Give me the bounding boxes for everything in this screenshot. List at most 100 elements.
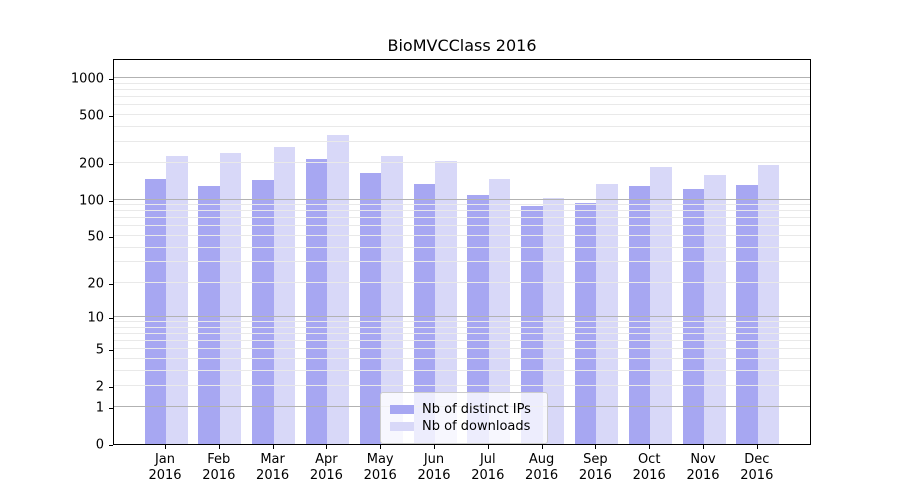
bar-nb-of-downloads-may (381, 155, 403, 444)
bar-nb-of-distinct-ips-jun (413, 183, 435, 444)
y-tick-mark-10 (109, 318, 113, 320)
bar-nb-of-distinct-ips-nov (682, 188, 704, 444)
y-tick-mark-1 (109, 408, 113, 410)
x-tick-label-month: Nov (690, 452, 716, 467)
x-tick-label-dec: Dec 2016 (740, 452, 773, 484)
y-tick-label-2: 2 (95, 379, 104, 395)
x-tick-label-jul: Jul 2016 (471, 452, 504, 484)
x-tick-label-year: 2016 (256, 468, 290, 483)
y-tick-mark-50 (109, 236, 113, 238)
bar-nb-of-downloads-apr (327, 134, 349, 444)
x-tick-label-oct: Oct 2016 (633, 452, 666, 484)
y-tick-label-10: 10 (87, 310, 104, 326)
legend-item-downloads: Nb of downloads (390, 419, 538, 434)
x-tick-mark-jan (165, 445, 166, 449)
x-tick-label-jun: Jun 2016 (417, 452, 450, 484)
x-tick-label-year: 2016 (202, 468, 236, 483)
x-tick-label-year: 2016 (632, 468, 666, 483)
bar-nb-of-downloads-jul (488, 178, 511, 444)
x-tick-label-year: 2016 (525, 468, 559, 483)
x-tick-label-mar: Mar 2016 (256, 452, 289, 484)
bar-nb-of-distinct-ips-mar (252, 179, 274, 444)
y-tick-mark-200 (109, 164, 113, 166)
x-tick-label-month: Jan (154, 452, 176, 467)
legend-swatch-downloads (390, 422, 414, 431)
y-tick-mark-20 (109, 283, 113, 285)
x-tick-label-aug: Aug 2016 (525, 452, 558, 484)
x-tick-label-month: Jun (423, 452, 445, 467)
bar-nb-of-distinct-ips-sep (574, 203, 597, 444)
bar-nb-of-downloads-jun (435, 160, 457, 444)
legend-item-distinct-ips: Nb of distinct IPs (390, 402, 538, 417)
y-tick-mark-100 (109, 200, 113, 202)
x-tick-label-jan: Jan 2016 (148, 452, 181, 484)
x-tick-label-month: May (366, 452, 394, 467)
bar-nb-of-downloads-feb (219, 152, 242, 444)
bar-nb-of-downloads-mar (273, 146, 296, 444)
y-tick-mark-5 (109, 350, 113, 352)
x-tick-label-month: Feb (207, 452, 231, 467)
y-tick-label-200: 200 (79, 156, 104, 172)
bar-nb-of-distinct-ips-dec (736, 185, 758, 444)
x-tick-mark-feb (218, 445, 220, 449)
x-tick-mark-aug (541, 445, 543, 449)
bar-nb-of-distinct-ips-oct (628, 185, 651, 444)
x-tick-mark-sep (595, 445, 597, 449)
y-tick-label-0: 0 (95, 437, 104, 453)
x-tick-label-month: Apr (315, 452, 338, 467)
plot-area: Nb of distinct IPs Nb of downloads (113, 59, 811, 445)
bar-nb-of-downloads-jan (166, 155, 188, 444)
chart-title: BioMVCClass 2016 (387, 36, 537, 55)
legend-swatch-distinct-ips (390, 405, 414, 414)
x-tick-label-year: 2016 (148, 468, 182, 483)
x-tick-label-year: 2016 (309, 468, 343, 483)
y-tick-label-100: 100 (79, 193, 104, 209)
x-tick-label-year: 2016 (686, 468, 720, 483)
y-tick-label-1: 1 (95, 400, 104, 416)
x-tick-mark-jul (487, 445, 489, 449)
bar-nb-of-distinct-ips-feb (198, 185, 220, 444)
y-tick-mark-1000 (109, 79, 113, 81)
legend-label-downloads: Nb of downloads (422, 419, 531, 434)
y-tick-label-20: 20 (87, 276, 104, 292)
x-tick-mark-oct (649, 445, 651, 449)
bar-nb-of-downloads-oct (650, 167, 672, 444)
x-tick-label-feb: Feb 2016 (202, 452, 235, 484)
bar-nb-of-downloads-aug (542, 197, 565, 444)
x-tick-mark-mar (272, 445, 274, 449)
x-tick-label-month: Oct (637, 452, 661, 467)
x-tick-label-month: Aug (528, 452, 555, 467)
bars-layer (114, 60, 810, 444)
x-tick-label-month: Dec (744, 452, 770, 467)
y-tick-label-50: 50 (87, 229, 104, 245)
x-tick-label-year: 2016 (740, 468, 774, 483)
legend-label-distinct-ips: Nb of distinct IPs (422, 402, 531, 417)
y-tick-mark-2 (109, 386, 113, 388)
x-tick-label-sep: Sep 2016 (579, 452, 612, 484)
x-tick-label-month: Sep (583, 452, 608, 467)
x-tick-label-month: Jul (479, 452, 496, 467)
bar-nb-of-downloads-dec (757, 164, 780, 444)
bar-nb-of-distinct-ips-may (359, 172, 382, 444)
bar-nb-of-distinct-ips-jul (467, 195, 489, 444)
bar-nb-of-downloads-nov (704, 174, 726, 444)
x-tick-label-year: 2016 (471, 468, 505, 483)
legend: Nb of distinct IPs Nb of downloads (380, 392, 548, 444)
y-tick-label-500: 500 (79, 108, 104, 124)
y-tick-label-1000: 1000 (70, 71, 104, 87)
y-tick-label-5: 5 (95, 342, 104, 358)
x-tick-label-may: May 2016 (364, 452, 397, 484)
x-tick-mark-apr (326, 445, 328, 449)
x-tick-label-apr: Apr 2016 (310, 452, 343, 484)
bar-nb-of-distinct-ips-apr (305, 158, 328, 444)
bar-nb-of-downloads-sep (596, 184, 618, 444)
bar-nb-of-distinct-ips-aug (521, 205, 543, 444)
x-tick-mark-dec (756, 445, 758, 449)
x-tick-label-nov: Nov 2016 (686, 452, 719, 484)
bar-nb-of-distinct-ips-jan (144, 179, 166, 444)
x-tick-label-month: Mar (260, 452, 285, 467)
x-tick-mark-may (380, 445, 382, 449)
y-tick-mark-500 (109, 116, 113, 117)
x-tick-label-year: 2016 (363, 468, 397, 483)
